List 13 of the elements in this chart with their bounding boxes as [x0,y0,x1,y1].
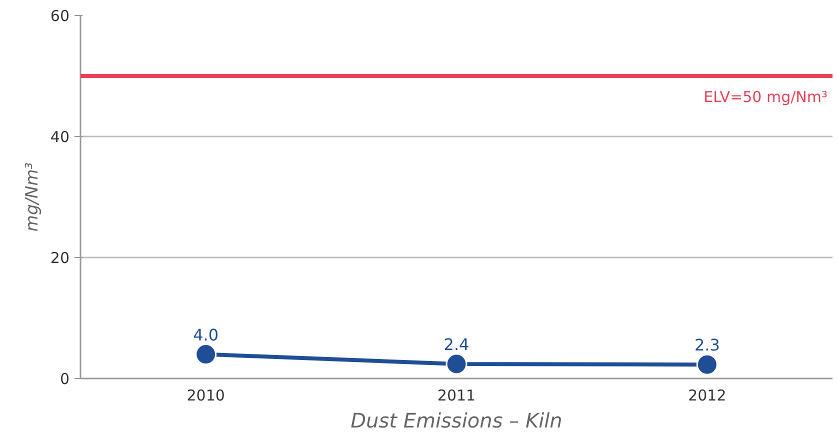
data-label: 2.4 [444,334,470,354]
x-axis-title: Dust Emissions – Kiln [350,408,562,432]
x-tick-label: 2011 [437,386,476,404]
y-tick-label: 40 [50,128,70,146]
y-tick-label: 20 [50,249,70,267]
y-tick-label: 0 [60,370,70,388]
ref-line-label: ELV=50 mg/Nm³ [704,88,828,106]
x-tick-label: 2012 [688,386,726,404]
y-tick-label: 60 [50,7,70,25]
data-label: 4.0 [193,325,219,344]
x-tick-label: 2010 [186,386,225,404]
y-axis-title: mg/Nm³ [22,162,42,232]
data-label: 2.3 [694,336,720,355]
